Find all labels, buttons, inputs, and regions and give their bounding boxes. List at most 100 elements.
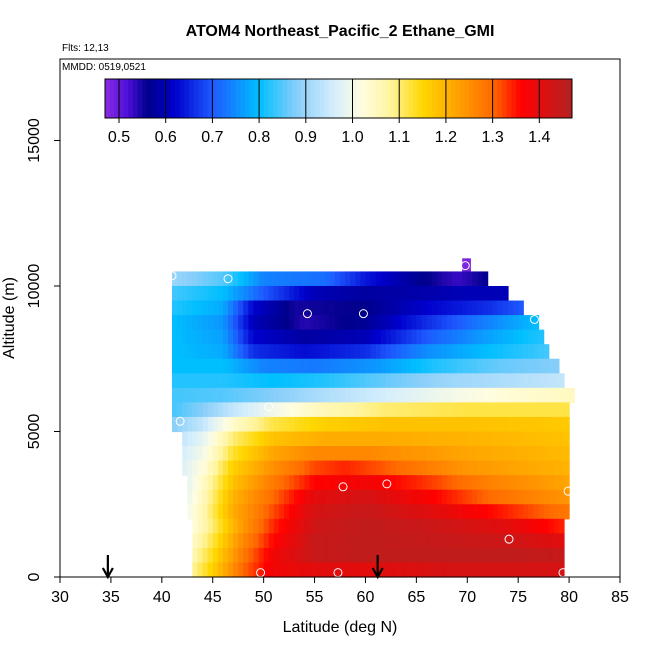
heatmap-cell: [467, 460, 473, 476]
heatmap-cell: [248, 547, 255, 564]
heatmap-cell: [289, 344, 295, 360]
heatmap-cell: [350, 271, 356, 287]
heatmap-cell: [222, 562, 229, 578]
heatmap-cell: [457, 533, 463, 549]
colorbar-segment: [259, 79, 265, 118]
heatmap-cell: [350, 475, 356, 491]
heatmap-cell: [284, 475, 290, 491]
heatmap-cell: [228, 373, 234, 389]
heatmap-cell: [411, 387, 417, 403]
heatmap-cell: [380, 329, 387, 345]
heatmap-cell: [396, 402, 402, 418]
heatmap-cell: [543, 416, 550, 433]
heatmap-cell: [284, 387, 290, 403]
heatmap-cell: [518, 416, 524, 433]
heatmap-cell: [375, 387, 382, 403]
heatmap-cell: [446, 315, 453, 331]
heatmap-cell: [396, 329, 402, 345]
heatmap-cell: [462, 258, 468, 274]
x-tick-label: 80: [560, 589, 578, 606]
heatmap-cell: [396, 460, 402, 476]
heatmap-cell: [360, 431, 367, 447]
heatmap-cell: [350, 285, 356, 302]
heatmap-cell: [268, 504, 275, 520]
heatmap-cell: [177, 285, 183, 302]
colorbar-segment: [207, 79, 213, 118]
heatmap-cell: [187, 489, 193, 505]
heatmap-cell: [538, 358, 545, 374]
heatmap-cell: [457, 358, 463, 374]
heatmap-cell: [390, 431, 397, 447]
heatmap-cell: [212, 547, 219, 564]
heatmap-cell: [355, 489, 361, 505]
heatmap-cell: [436, 285, 443, 302]
heatmap-cell: [416, 329, 423, 345]
heatmap-cell: [243, 271, 249, 287]
heatmap-cell: [294, 489, 300, 505]
heatmap-cell: [543, 475, 550, 491]
heatmap-cell: [329, 358, 336, 374]
heatmap-cell: [350, 562, 356, 578]
heatmap-cell: [253, 416, 260, 433]
heatmap-cell: [243, 329, 249, 345]
heatmap-cell: [329, 271, 336, 287]
heatmap-cell: [370, 315, 377, 331]
heatmap-cell: [436, 329, 443, 345]
heatmap-cell: [365, 460, 372, 476]
heatmap-cell: [477, 562, 484, 578]
heatmap-cell: [299, 271, 305, 287]
heatmap-cell: [197, 533, 204, 549]
heatmap-cell: [238, 300, 244, 316]
heatmap-cell: [192, 373, 199, 389]
heatmap-cell: [487, 329, 494, 345]
heatmap-cell: [263, 416, 270, 433]
heatmap-cell: [278, 315, 285, 331]
heatmap-cell: [538, 504, 545, 520]
heatmap-cell: [334, 446, 341, 462]
heatmap-cell: [253, 271, 260, 287]
heatmap-cell: [345, 402, 351, 418]
heatmap-cell: [431, 387, 438, 403]
heatmap-cell: [436, 387, 443, 403]
heatmap-cell: [426, 489, 433, 505]
heatmap-cell: [426, 373, 433, 389]
heatmap-cell: [538, 446, 545, 462]
heatmap-cell: [309, 518, 316, 534]
heatmap-cell: [329, 416, 336, 433]
heatmap-cell: [289, 489, 295, 505]
heatmap-cell: [258, 547, 265, 564]
heatmap-cell: [492, 518, 499, 534]
heatmap-cell: [299, 344, 305, 360]
heatmap-cell: [253, 344, 260, 360]
heatmap-cell: [294, 446, 300, 462]
heatmap-cell: [472, 562, 479, 578]
heatmap-cell: [564, 431, 570, 447]
heatmap-cell: [197, 562, 204, 578]
heatmap-cell: [268, 373, 275, 389]
heatmap-cell: [248, 416, 255, 433]
heatmap-cell: [202, 475, 209, 491]
heatmap-cell: [548, 431, 555, 447]
heatmap-cell: [278, 533, 285, 549]
heatmap-cell: [319, 402, 326, 418]
heatmap-cell: [202, 402, 209, 418]
heatmap-cell: [222, 460, 229, 476]
heatmap-cell: [172, 285, 178, 302]
heatmap-cell: [497, 489, 504, 505]
colorbar-segment: [217, 79, 223, 118]
heatmap-cell: [462, 489, 468, 505]
heatmap-cell: [202, 416, 209, 433]
x-tick-label: 60: [357, 589, 375, 606]
heatmap-cell: [477, 446, 484, 462]
heatmap-cell: [431, 285, 438, 302]
heatmap-cell: [462, 547, 468, 564]
colorbar-segment: [529, 79, 536, 118]
heatmap-cell: [462, 387, 468, 403]
heatmap-cell: [518, 329, 524, 345]
heatmap-cell: [192, 562, 199, 578]
heatmap-cell: [278, 446, 285, 462]
heatmap-cell: [243, 431, 249, 447]
heatmap-cell: [523, 416, 529, 433]
heatmap-cell: [421, 518, 428, 534]
sample-point: [302, 309, 312, 319]
